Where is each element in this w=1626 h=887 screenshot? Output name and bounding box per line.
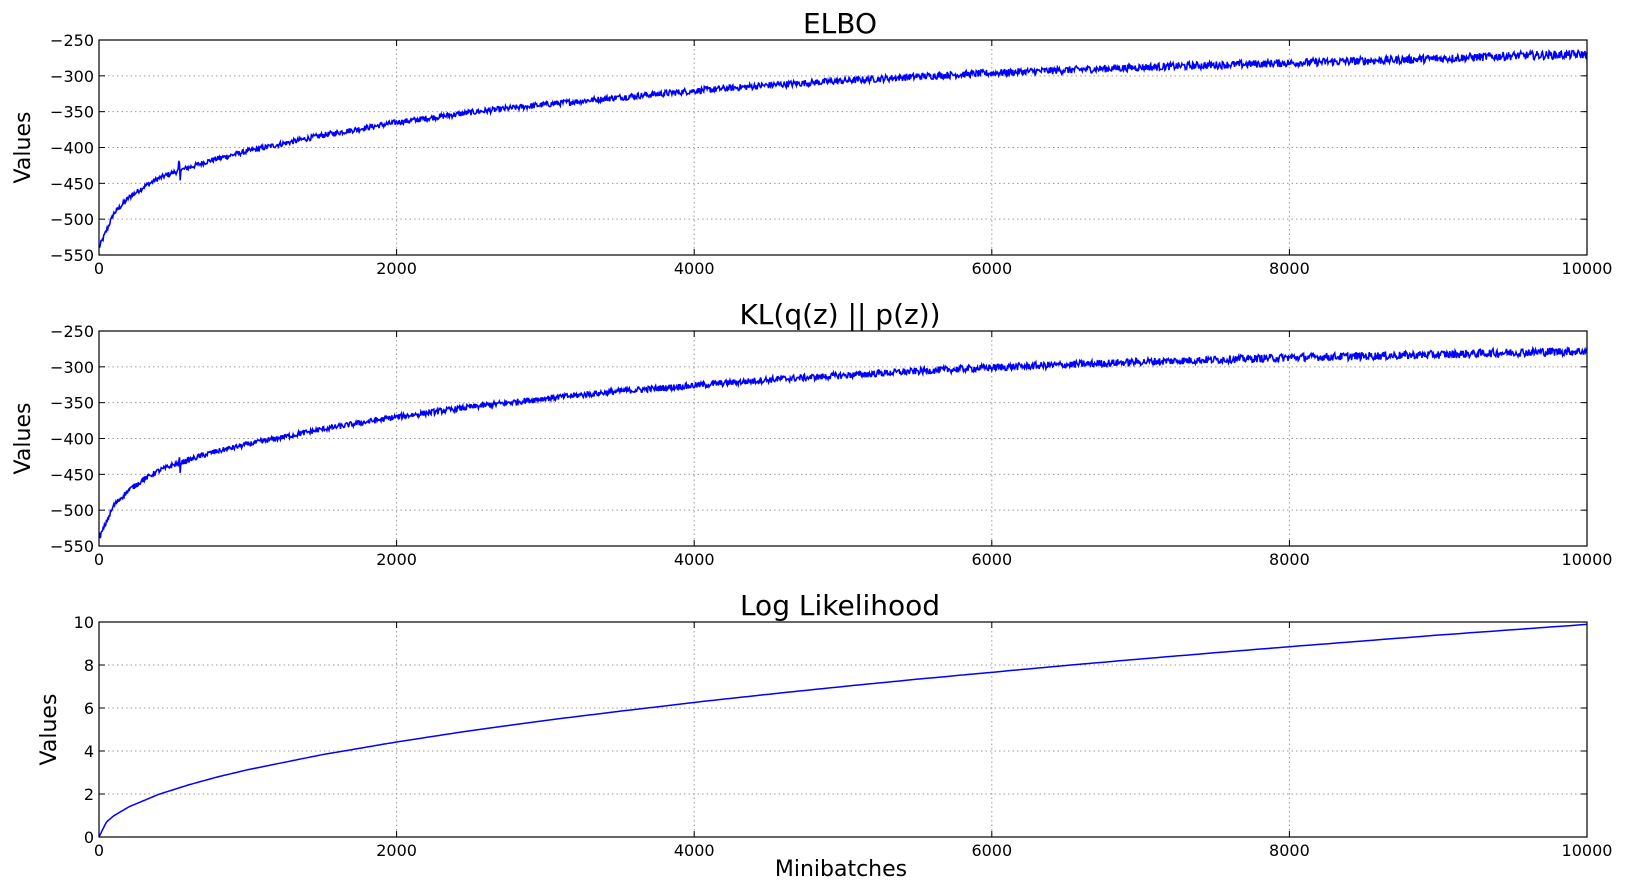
y-axis-label: Values (37, 694, 62, 766)
x-tick-label: 2000 (376, 841, 417, 860)
x-tick-label: 4000 (674, 841, 715, 860)
y-tick-label: 0 (84, 828, 94, 847)
subplot-2: 0 2000 4000 6000 8000 10000 −550 −500 −450 −400 −3… (11, 298, 1612, 569)
axes-frame (98, 621, 1588, 838)
subplot-title: Log Likelihood (740, 589, 940, 622)
x-tick-label: 8000 (1269, 259, 1310, 278)
y-tick-label: 6 (84, 699, 94, 718)
y-tick-label: 2 (84, 785, 94, 804)
x-tick-label: 2000 (376, 259, 417, 278)
x-tick-label: 0 (94, 550, 104, 569)
y-tick-label: −500 (50, 210, 94, 229)
x-tick-label: 8000 (1269, 550, 1310, 569)
x-tick-label: 6000 (971, 259, 1012, 278)
series-line-3 (98, 623, 1588, 838)
y-tick-label: −350 (50, 103, 94, 122)
x-tick-label: 6000 (971, 841, 1012, 860)
x-tick-label: 8000 (1269, 841, 1310, 860)
y-tick-label: −250 (50, 31, 94, 50)
x-tick-label: 2000 (376, 550, 417, 569)
y-tick-label: −500 (50, 501, 94, 520)
subplot-3: 0 2000 4000 6000 8000 10000 0 2 4 6 8 10 Log Likelih… (37, 589, 1612, 860)
y-tick-label: −450 (50, 465, 94, 484)
y-axis-label: Values (11, 403, 36, 475)
y-axis-label: Values (11, 112, 36, 184)
plots-container: 0 2000 4000 6000 8000 10000−550−500−450−400−3… (11, 7, 1612, 860)
series-line-2 (98, 345, 1588, 539)
x-tick-label: 4000 (674, 550, 715, 569)
x-tick-label: 6000 (971, 550, 1012, 569)
y-tick-label: 10 (74, 613, 94, 632)
y-tick-label: −300 (50, 67, 94, 86)
y-tick-label: 4 (84, 742, 94, 761)
y-tick-label: −550 (50, 537, 94, 556)
y-tick-label: −550 (50, 246, 94, 265)
y-tick-label: −300 (50, 358, 94, 377)
x-tick-label: 10000 (1562, 259, 1613, 278)
x-axis-label: Minibatches (775, 857, 907, 882)
x-tick-label: 10000 (1562, 550, 1613, 569)
x-tick-label: 4000 (674, 259, 715, 278)
y-tick-label: −350 (50, 394, 94, 413)
y-tick-label: −400 (50, 430, 94, 449)
subplot-1: 0 2000 4000 6000 8000 10000 −550 −500 −450 −400 −3… (11, 7, 1612, 278)
y-tick-label: −400 (50, 139, 94, 158)
subplot-title: ELBO (803, 7, 877, 40)
x-tick-label: 0 (94, 259, 104, 278)
y-tick-label: 8 (84, 656, 94, 675)
x-tick-label: 0 (94, 841, 104, 860)
y-tick-label: −450 (50, 174, 94, 193)
subplot-title: KL(q(z) || p(z)) (739, 298, 940, 331)
y-tick-label: −250 (50, 322, 94, 341)
x-tick-label: 10000 (1562, 841, 1613, 860)
series-line-1 (98, 48, 1588, 249)
